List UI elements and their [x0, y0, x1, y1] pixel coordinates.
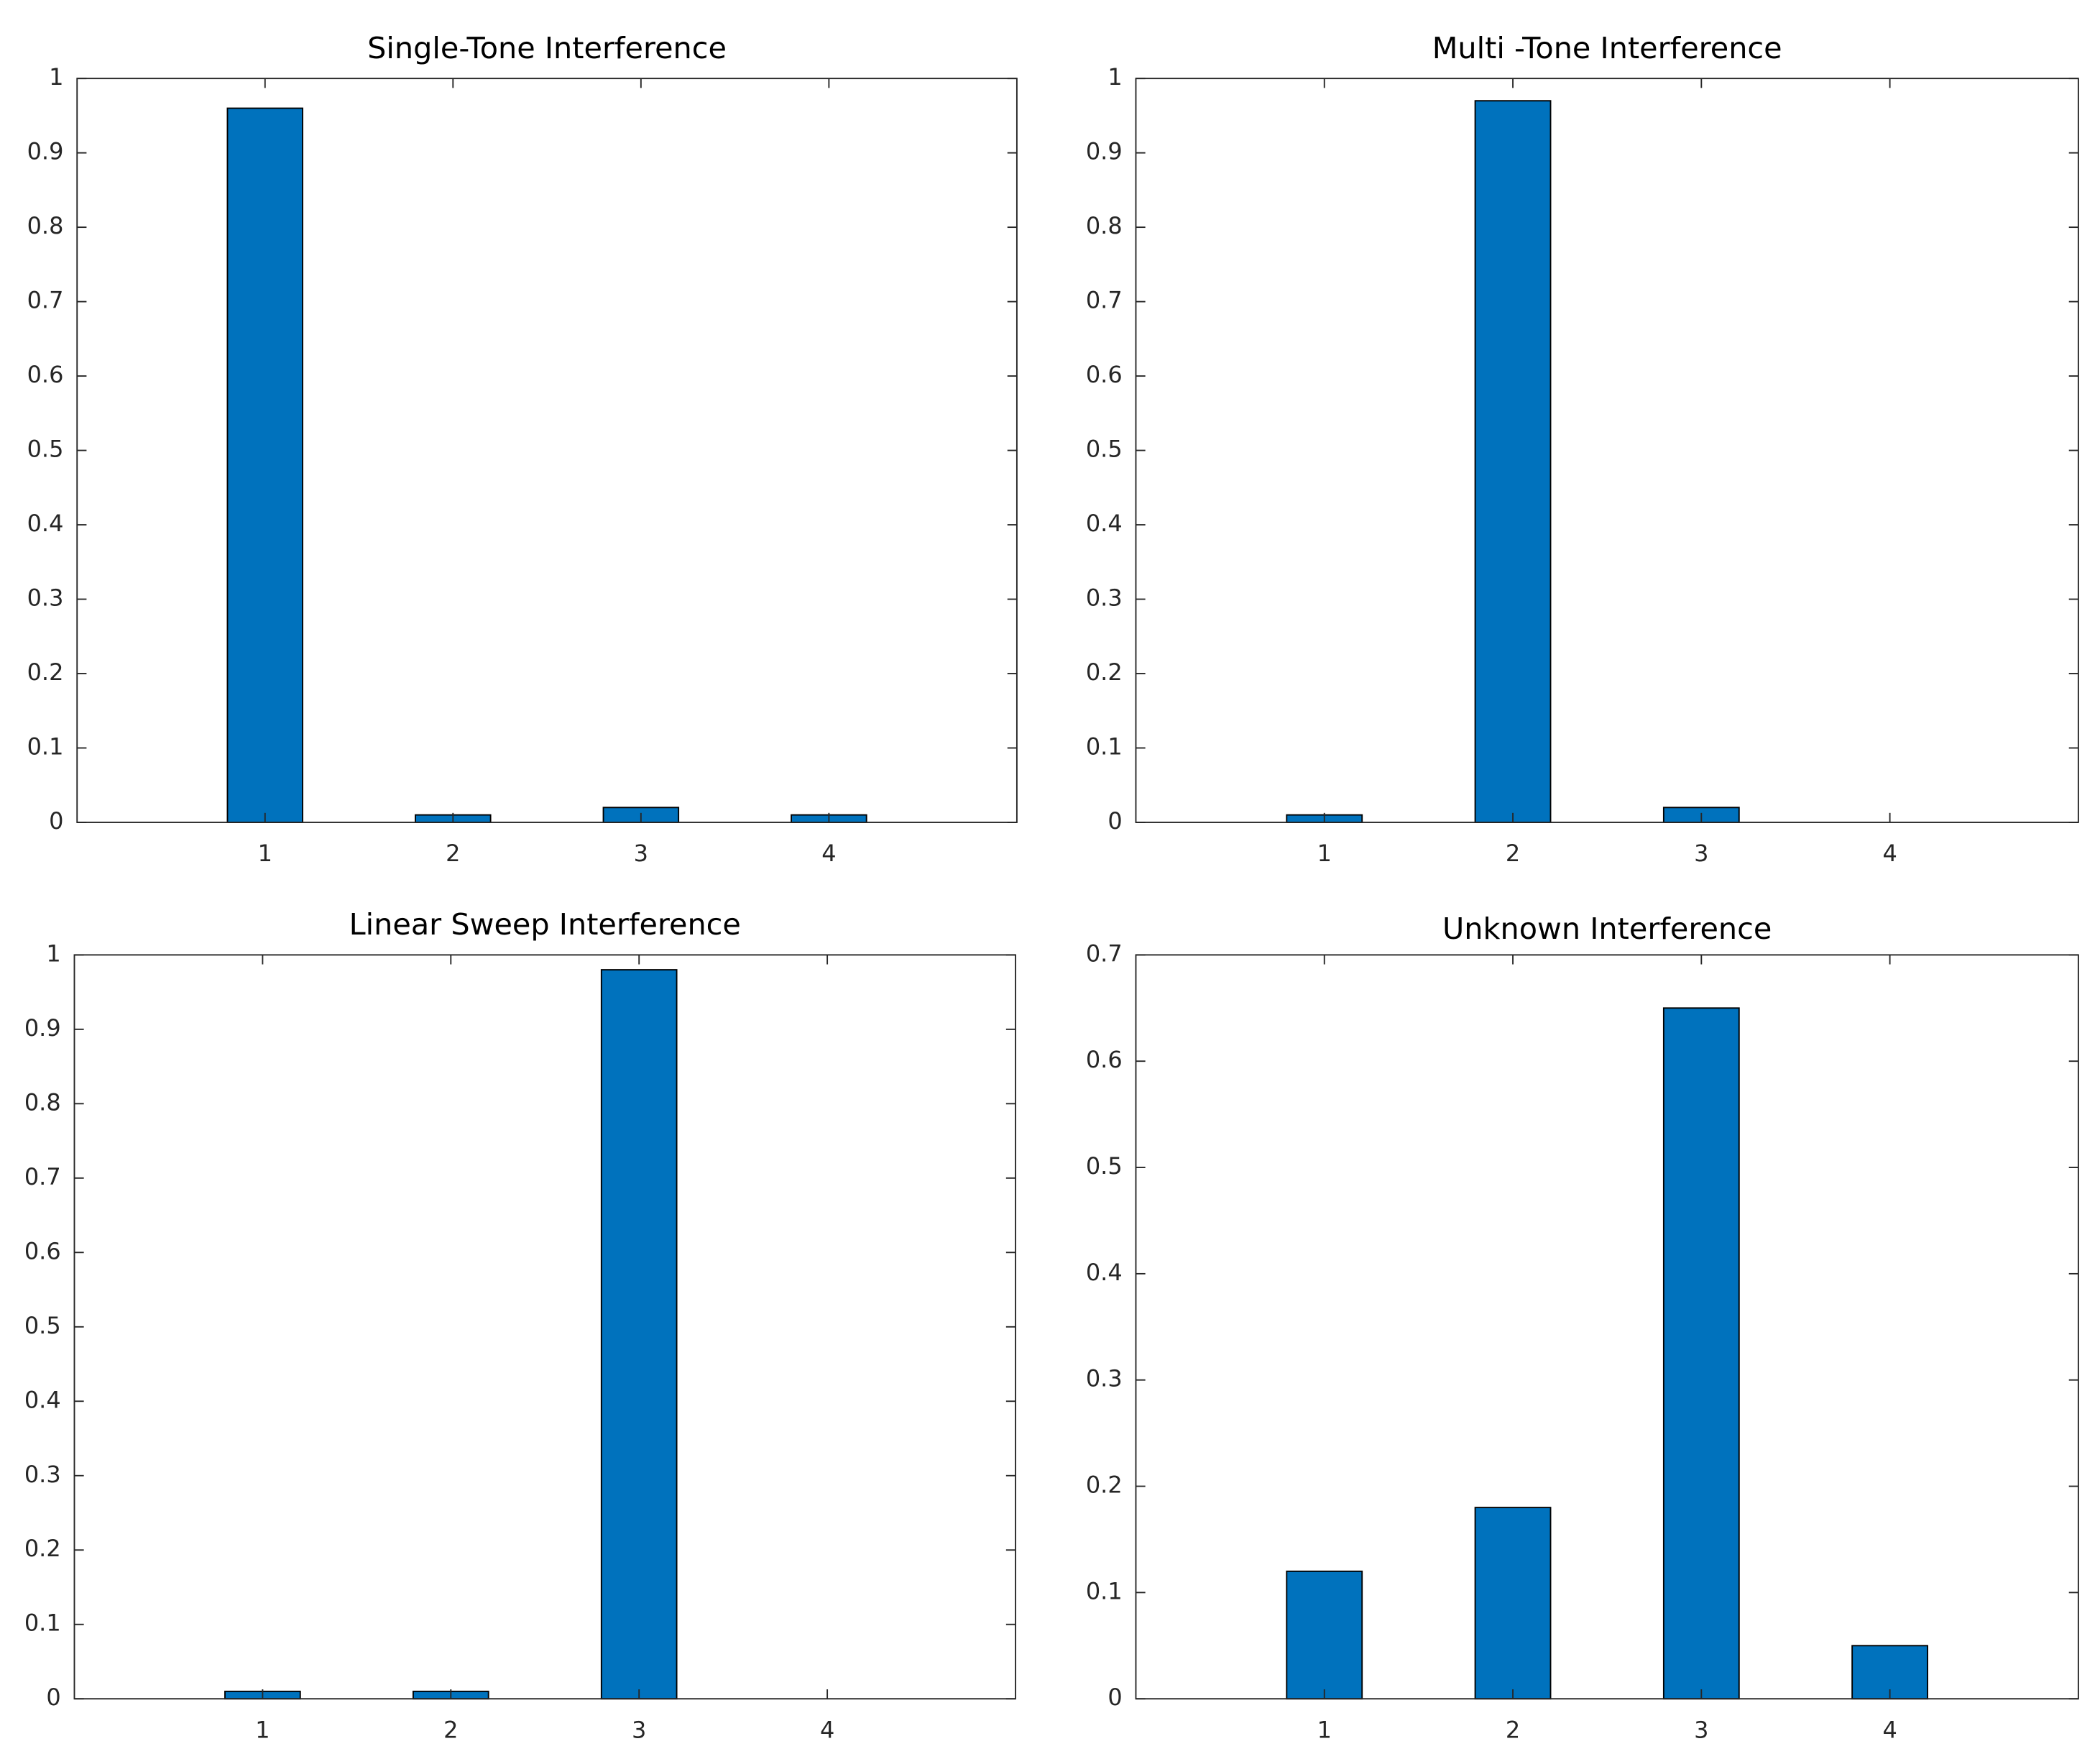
axes-background	[1136, 955, 2078, 1699]
y-tick-label: 1	[1107, 63, 1122, 91]
y-tick-label: 0	[46, 1684, 60, 1711]
y-tick-label: 0.8	[24, 1088, 61, 1116]
y-tick-label: 0.3	[1086, 584, 1123, 612]
x-tick-label: 3	[632, 1716, 646, 1743]
y-tick-label: 0.5	[1086, 1152, 1123, 1180]
y-tick-label: 0.7	[24, 1163, 61, 1190]
y-tick-label: 0	[1107, 1684, 1122, 1711]
y-tick-label: 0.9	[1086, 138, 1123, 165]
y-tick-label: 0.9	[27, 138, 64, 165]
x-tick-label: 4	[821, 840, 836, 867]
y-tick-label: 1	[46, 940, 60, 967]
y-tick-label: 0.1	[1086, 733, 1123, 761]
chart-title: Single-Tone Interference	[367, 31, 727, 65]
x-tick-label: 2	[443, 1716, 458, 1743]
y-tick-label: 0.4	[1086, 510, 1123, 537]
axes-background	[74, 955, 1016, 1699]
y-tick-label: 0.3	[1086, 1365, 1123, 1392]
bar	[1662, 1007, 1740, 1700]
chart-title: Multi -Tone Interference	[1432, 31, 1782, 65]
x-tick-label: 3	[1694, 840, 1708, 867]
x-tick-label: 1	[1317, 840, 1332, 867]
y-tick-label: 0.8	[27, 212, 64, 239]
bar	[1286, 1570, 1363, 1700]
y-tick-label: 0	[1107, 807, 1122, 835]
axes-background	[77, 78, 1017, 822]
bar	[226, 107, 304, 823]
y-tick-label: 0.4	[24, 1386, 61, 1413]
y-tick-label: 0.4	[1086, 1259, 1123, 1286]
y-tick-label: 0.2	[24, 1535, 61, 1562]
y-tick-label: 0.6	[1086, 361, 1123, 388]
y-tick-label: 0.6	[24, 1237, 61, 1264]
y-tick-label: 0.3	[24, 1461, 61, 1488]
y-tick-label: 0.2	[1086, 1471, 1123, 1499]
bar	[1474, 1507, 1552, 1700]
y-tick-label: 0.2	[1086, 658, 1123, 686]
y-tick-label: 0.4	[27, 510, 64, 537]
y-tick-label: 0.5	[1086, 436, 1123, 463]
x-tick-label: 1	[258, 840, 272, 867]
y-tick-label: 0.2	[27, 658, 64, 686]
axes-background	[1136, 78, 2078, 822]
y-tick-label: 0.3	[27, 584, 64, 612]
y-tick-label: 1	[49, 63, 63, 91]
x-tick-label: 2	[1506, 840, 1520, 867]
chart-title: Unknown Interference	[1442, 912, 1772, 946]
x-tick-label: 1	[255, 1716, 270, 1743]
chart-title: Linear Sweep Interference	[349, 907, 741, 942]
x-tick-label: 4	[1882, 1716, 1897, 1743]
y-tick-label: 0.5	[24, 1312, 61, 1339]
bar	[1474, 100, 1552, 823]
y-tick-label: 0	[49, 807, 63, 835]
bar	[600, 969, 678, 1700]
y-tick-label: 0.6	[27, 361, 64, 388]
axes-box	[1135, 954, 2079, 1700]
y-tick-label: 0.9	[24, 1014, 61, 1042]
x-tick-label: 4	[1882, 840, 1897, 867]
y-tick-label: 0.7	[1086, 287, 1123, 314]
y-tick-label: 0.1	[27, 733, 64, 761]
x-tick-label: 2	[1506, 1716, 1520, 1743]
y-tick-label: 0.8	[1086, 212, 1123, 239]
x-tick-label: 4	[820, 1716, 834, 1743]
x-tick-label: 1	[1317, 1716, 1332, 1743]
y-tick-label: 0.7	[27, 287, 64, 314]
y-tick-label: 0.1	[1086, 1577, 1123, 1604]
x-tick-label: 2	[446, 840, 460, 867]
y-tick-label: 0.5	[27, 436, 64, 463]
x-tick-label: 3	[1694, 1716, 1708, 1743]
y-tick-label: 0.6	[1086, 1046, 1123, 1073]
y-tick-label: 0.1	[24, 1610, 61, 1637]
y-tick-label: 0.7	[1086, 940, 1123, 967]
x-tick-label: 3	[634, 840, 648, 867]
